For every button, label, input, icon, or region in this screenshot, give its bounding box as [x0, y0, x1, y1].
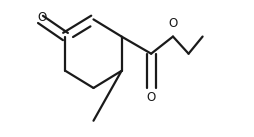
- Text: O: O: [168, 17, 178, 30]
- Text: O: O: [37, 11, 47, 24]
- Text: O: O: [147, 91, 156, 104]
